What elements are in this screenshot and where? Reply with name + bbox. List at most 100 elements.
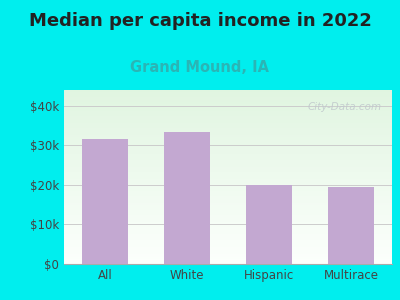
Bar (64, 238, 392, 240)
Bar (82, 140, 128, 264)
Bar (64, 144, 392, 146)
Bar (64, 203, 392, 205)
Bar (64, 179, 392, 181)
Bar (64, 243, 392, 245)
Bar (64, 163, 392, 165)
Bar (64, 227, 392, 229)
Bar (64, 173, 392, 175)
Bar (64, 205, 392, 207)
Bar (64, 247, 392, 248)
Bar (64, 259, 392, 260)
Bar (64, 252, 392, 254)
Bar (64, 116, 392, 118)
Bar (64, 118, 392, 120)
Bar (64, 140, 392, 142)
Text: Grand Mound, IA: Grand Mound, IA (130, 60, 270, 75)
Bar (64, 186, 392, 188)
Bar (64, 112, 392, 114)
Bar (64, 231, 392, 233)
Bar (64, 257, 392, 259)
Bar (64, 208, 392, 210)
Bar (64, 245, 392, 247)
Text: Median per capita income in 2022: Median per capita income in 2022 (28, 12, 372, 30)
Bar (64, 217, 392, 219)
Bar (64, 134, 392, 135)
Bar (64, 233, 392, 234)
Bar (64, 201, 392, 203)
Bar (64, 250, 392, 252)
Bar (64, 146, 392, 147)
Bar (64, 184, 392, 186)
Bar (64, 207, 392, 208)
Bar (64, 151, 392, 153)
Bar (64, 139, 392, 140)
Bar (64, 226, 392, 227)
Bar (64, 142, 392, 144)
Bar (64, 128, 392, 130)
Bar (64, 220, 392, 222)
Bar (64, 153, 392, 154)
Bar (64, 100, 392, 102)
Bar (64, 106, 392, 107)
Bar (64, 149, 392, 151)
Bar (64, 156, 392, 158)
Bar (64, 182, 392, 184)
Bar (64, 130, 392, 132)
Bar (64, 260, 392, 262)
Bar (64, 137, 392, 139)
Bar (64, 210, 392, 212)
Bar (64, 109, 392, 111)
Bar (64, 262, 392, 264)
Bar (64, 104, 392, 106)
Bar (64, 111, 392, 112)
Bar (64, 158, 392, 160)
Bar (64, 236, 392, 238)
Bar (64, 160, 392, 161)
Bar (64, 254, 392, 255)
Bar (64, 120, 392, 121)
Bar (64, 99, 392, 100)
Bar (64, 234, 392, 236)
Bar (64, 214, 392, 215)
Bar (64, 123, 392, 125)
Bar (64, 135, 392, 137)
Bar (64, 97, 392, 99)
Bar (64, 229, 392, 231)
Bar (64, 114, 392, 116)
Bar (64, 90, 392, 92)
Bar (64, 167, 392, 168)
Bar (64, 172, 392, 173)
Bar (64, 92, 392, 94)
Bar (64, 95, 392, 97)
Bar (64, 161, 392, 163)
Bar (64, 177, 392, 179)
Bar (246, 185, 292, 264)
Bar (64, 196, 392, 198)
Bar (64, 222, 392, 224)
Bar (64, 94, 392, 95)
Bar (64, 219, 392, 220)
Bar (64, 188, 392, 189)
Bar (64, 200, 392, 201)
Bar (64, 175, 392, 177)
Bar (64, 168, 392, 170)
Bar (64, 242, 392, 243)
Bar (64, 194, 392, 196)
Bar (164, 131, 210, 264)
Bar (64, 107, 392, 109)
Bar (64, 127, 392, 128)
Bar (64, 224, 392, 226)
Bar (64, 181, 392, 182)
Bar (64, 191, 392, 193)
Bar (64, 248, 392, 250)
Bar (64, 170, 392, 172)
Bar (64, 255, 392, 257)
Bar (64, 102, 392, 104)
Bar (64, 132, 392, 134)
Bar (64, 212, 392, 214)
Bar (64, 154, 392, 156)
Bar (64, 198, 392, 200)
Bar (64, 147, 392, 149)
Bar (64, 189, 392, 191)
Text: City-Data.com: City-Data.com (308, 102, 382, 112)
